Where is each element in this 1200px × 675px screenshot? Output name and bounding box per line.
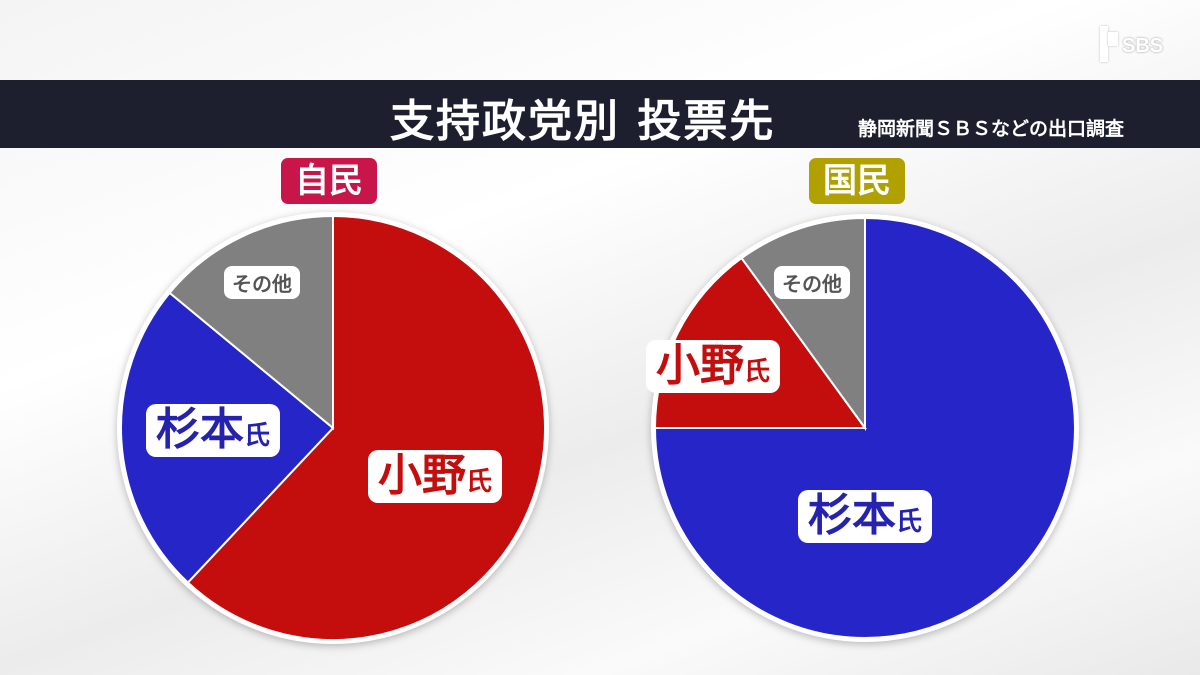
pie-ldp-label-ono: 小野氏 bbox=[368, 450, 503, 503]
pie-dpp-label-other: その他 bbox=[774, 266, 850, 299]
pie-ldp-slice-0 bbox=[186, 214, 546, 641]
sbs-logo: SBS bbox=[1096, 26, 1163, 66]
sbs-logo-text: SBS bbox=[1122, 34, 1164, 57]
party-badge-ldp: 自民 bbox=[281, 158, 377, 204]
pie-chart-dpp bbox=[651, 214, 1079, 642]
pie-dpp-slice-0 bbox=[653, 216, 1076, 639]
page-title: 支持政党別 投票先 bbox=[390, 96, 776, 147]
title-banner bbox=[0, 80, 1200, 148]
pie-ldp-label-other: その他 bbox=[224, 266, 300, 299]
sbs-logo-mark-icon bbox=[1096, 26, 1118, 66]
survey-source: 静岡新聞ＳＢＳなどの出口調査 bbox=[858, 118, 1125, 140]
party-badge-dpp: 国民 bbox=[809, 158, 905, 204]
pie-ldp-label-sugimoto: 杉本氏 bbox=[146, 404, 281, 457]
pie-dpp-label-ono: 小野氏 bbox=[646, 340, 781, 393]
pie-dpp-label-sugimoto: 杉本氏 bbox=[798, 490, 933, 543]
